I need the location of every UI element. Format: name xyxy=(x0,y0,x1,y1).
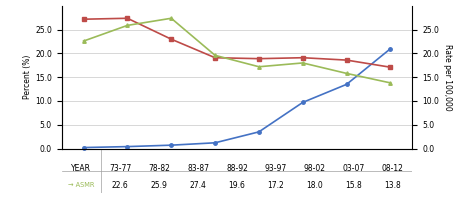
Text: 93-97: 93-97 xyxy=(265,164,287,173)
Text: 13.8: 13.8 xyxy=(384,180,401,190)
Text: YEAR: YEAR xyxy=(71,164,91,173)
Text: 98-02: 98-02 xyxy=(304,164,326,173)
Text: 19.6: 19.6 xyxy=(228,180,246,190)
Text: 83-87: 83-87 xyxy=(187,164,209,173)
Text: 27.4: 27.4 xyxy=(190,180,207,190)
Text: 08-12: 08-12 xyxy=(382,164,404,173)
Text: 15.8: 15.8 xyxy=(346,180,362,190)
Text: 25.9: 25.9 xyxy=(151,180,167,190)
Text: 78-82: 78-82 xyxy=(148,164,170,173)
Text: 88-92: 88-92 xyxy=(226,164,248,173)
Y-axis label: Rate per 100,000: Rate per 100,000 xyxy=(443,44,452,111)
Text: → ASMR: → ASMR xyxy=(68,182,94,188)
Text: 18.0: 18.0 xyxy=(307,180,323,190)
Text: 22.6: 22.6 xyxy=(112,180,128,190)
Y-axis label: Percent (%): Percent (%) xyxy=(23,55,32,99)
Text: 73-77: 73-77 xyxy=(109,164,131,173)
Text: 03-07: 03-07 xyxy=(343,164,365,173)
Text: 17.2: 17.2 xyxy=(268,180,284,190)
